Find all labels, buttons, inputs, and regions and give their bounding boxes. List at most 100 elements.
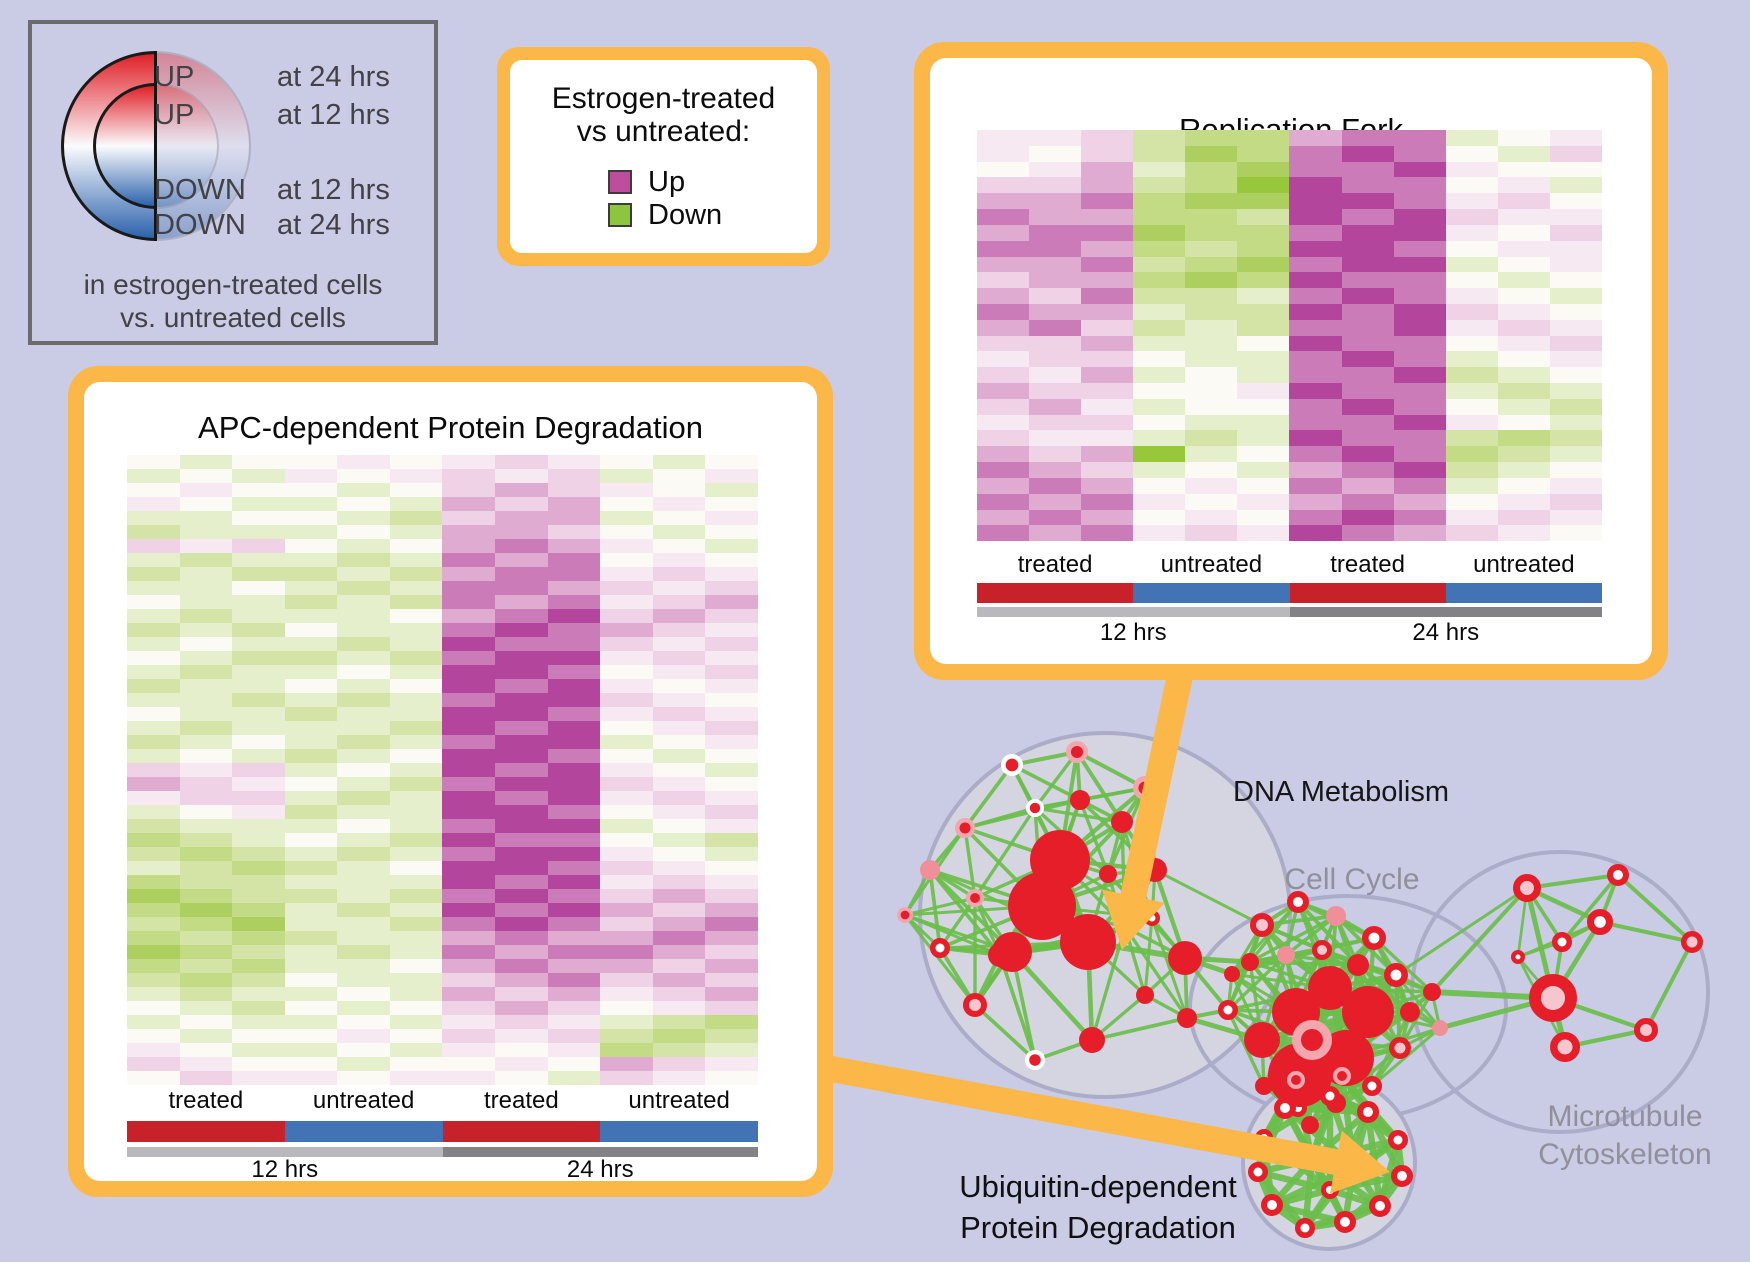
network-node bbox=[896, 906, 913, 923]
legend-direction: DOWN bbox=[154, 209, 246, 241]
heatmap-cell bbox=[977, 161, 1030, 178]
heatmap-cell bbox=[337, 819, 390, 833]
heatmap-cell bbox=[705, 483, 758, 497]
heatmap-cell bbox=[337, 567, 390, 581]
heatmap-cell bbox=[337, 483, 390, 497]
heatmap-cell bbox=[179, 791, 233, 805]
heatmap-cell bbox=[127, 1043, 180, 1057]
heatmap-cell bbox=[284, 539, 338, 553]
heatmap-cell bbox=[495, 973, 548, 987]
heatmap-cell bbox=[1237, 525, 1290, 542]
network-node bbox=[966, 889, 985, 908]
replication-fork-heatmap bbox=[977, 130, 1602, 542]
heatmap-cell bbox=[127, 679, 180, 693]
heatmap-cell bbox=[284, 567, 338, 581]
network-node bbox=[1634, 1018, 1658, 1042]
heatmap-cell bbox=[284, 931, 338, 945]
network-edge bbox=[973, 807, 1037, 899]
network-node bbox=[992, 932, 1032, 972]
network-node bbox=[1334, 1211, 1357, 1234]
heatmap-cell bbox=[179, 903, 233, 917]
heatmap-cell bbox=[1081, 303, 1134, 320]
heatmap-cell bbox=[442, 819, 496, 833]
heatmap-cell bbox=[1445, 462, 1498, 478]
heatmap-cell bbox=[547, 707, 601, 721]
heatmap-cell bbox=[442, 777, 496, 791]
heatmap-cell bbox=[179, 763, 233, 777]
heatmap-cell bbox=[652, 511, 706, 525]
heatmap-cell bbox=[1393, 288, 1446, 304]
network-edge bbox=[1034, 806, 1123, 824]
heatmap-cell bbox=[179, 469, 233, 483]
heatmap-cell bbox=[1393, 525, 1446, 542]
heatmap-cell bbox=[547, 679, 601, 693]
heatmap-cell bbox=[495, 945, 548, 959]
heatmap-cell bbox=[442, 581, 496, 595]
heatmap-cell bbox=[1029, 145, 1082, 162]
condition-label: treated bbox=[168, 1087, 244, 1114]
network-node bbox=[1136, 986, 1154, 1004]
heatmap-cell bbox=[1081, 493, 1134, 510]
heatmap-cell bbox=[179, 539, 233, 553]
heatmap-cell bbox=[1549, 303, 1602, 320]
heatmap-cell bbox=[337, 987, 390, 1001]
heatmap-cell bbox=[1133, 161, 1186, 178]
condition-label: untreated bbox=[628, 1087, 730, 1114]
heatmap-cell bbox=[1029, 240, 1082, 257]
heatmap-row bbox=[977, 256, 1602, 273]
heatmap-cell bbox=[389, 735, 443, 749]
heatmap-cell bbox=[1185, 303, 1238, 320]
heatmap-cell bbox=[442, 609, 496, 623]
heatmap-cell bbox=[547, 763, 601, 777]
network-edge bbox=[1599, 920, 1693, 944]
network-node bbox=[1008, 872, 1076, 940]
heatmap-cell bbox=[1549, 224, 1602, 241]
heatmap-cell bbox=[179, 623, 233, 637]
heatmap-cell bbox=[977, 303, 1030, 320]
inner-gradient-circle bbox=[93, 83, 219, 209]
heatmap-cell bbox=[1081, 367, 1134, 383]
heatmap-cell bbox=[1445, 509, 1498, 526]
network-node bbox=[1099, 865, 1117, 883]
apc-degradation-panel: APC-dependent Protein Degradation treate… bbox=[68, 366, 833, 1197]
heatmap-cell bbox=[1289, 398, 1342, 415]
network-node bbox=[1308, 966, 1352, 1010]
heatmap-cell bbox=[1497, 319, 1550, 336]
heatmap-cell bbox=[442, 973, 496, 987]
heatmap-row bbox=[977, 351, 1602, 368]
heatmap-cell bbox=[547, 819, 601, 833]
heatmap-cell bbox=[495, 539, 548, 553]
heatmap-cell bbox=[127, 805, 180, 819]
heatmap-cell bbox=[232, 539, 285, 553]
heatmap-cell bbox=[1081, 351, 1134, 368]
heatmap-cell bbox=[1289, 351, 1342, 368]
heatmap-cell bbox=[442, 511, 496, 525]
heatmap-cell bbox=[1289, 256, 1342, 273]
heatmap-cell bbox=[284, 945, 338, 959]
network-node bbox=[1423, 983, 1441, 1001]
heatmap-cell bbox=[337, 931, 390, 945]
heatmap-cell bbox=[179, 805, 233, 819]
heatmap-cell bbox=[389, 805, 443, 819]
heatmap-cell bbox=[127, 847, 180, 861]
condition-color-bar bbox=[600, 1121, 758, 1142]
heatmap-cell bbox=[179, 693, 233, 707]
heatmap-cell bbox=[1029, 224, 1082, 241]
heatmap-cell bbox=[705, 805, 758, 819]
heatmap-row bbox=[127, 791, 758, 805]
heatmap-cell bbox=[1237, 446, 1290, 463]
network-node bbox=[1024, 1049, 1045, 1070]
network-node bbox=[1065, 740, 1088, 763]
heatmap-cell bbox=[1029, 351, 1082, 368]
heatmap-cell bbox=[337, 609, 390, 623]
heatmap-cell bbox=[442, 623, 496, 637]
condition-label: treated bbox=[1330, 551, 1405, 578]
microtubule-label-line1: Microtubule bbox=[1547, 1100, 1703, 1133]
heatmap-cell bbox=[1185, 335, 1238, 352]
heatmap-cell bbox=[179, 917, 233, 931]
heatmap-cell bbox=[284, 763, 338, 777]
heatmap-cell bbox=[127, 931, 180, 945]
heatmap-cell bbox=[600, 609, 653, 623]
heatmap-cell bbox=[284, 889, 338, 903]
condition-label: untreated bbox=[312, 1087, 415, 1114]
